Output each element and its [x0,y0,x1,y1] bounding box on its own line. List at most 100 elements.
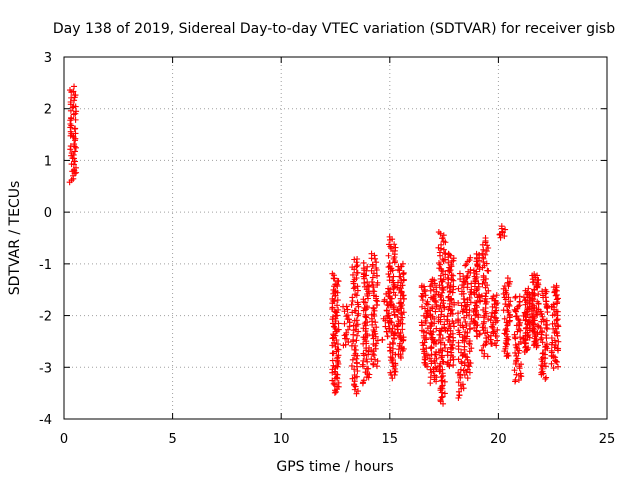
data-point [450,283,457,290]
data-point [330,362,337,369]
data-point [386,260,393,267]
data-point [354,332,361,339]
data-point [351,372,358,379]
data-point [373,264,380,271]
x-tick-label: 10 [273,432,290,447]
data-point [361,283,368,290]
data-point [501,283,508,289]
data-point [484,329,491,336]
data-point [392,360,399,367]
data-point [512,341,519,348]
data-point [345,339,352,346]
data-point [439,235,446,242]
data-point [348,362,355,369]
data-point [490,328,497,335]
data-point [458,302,465,309]
data-point [496,231,503,238]
data-point [455,394,462,401]
data-point [483,248,490,255]
data-point [373,259,380,266]
y-axis: -4 -3 -2 -1 0 1 2 3 [39,51,607,428]
data-point [72,125,79,132]
data-point [475,311,482,318]
data-point [531,271,538,278]
data-point [421,286,428,293]
data-point [330,323,337,330]
data-point [550,325,557,332]
data-point [522,317,529,324]
data-point [528,310,535,317]
data-point [513,313,520,320]
data-point [444,274,451,281]
data-point [400,269,407,276]
data-point [463,322,470,329]
data-point [370,305,377,312]
data-point [399,282,406,289]
data-point [538,369,545,376]
data-point [436,265,443,272]
data-point [500,285,507,292]
data-point [334,355,341,362]
data-point [389,375,396,382]
data-point [438,328,445,335]
data-point [485,316,492,323]
data-point [538,362,545,369]
data-point [369,261,376,268]
data-point [391,322,398,329]
data-point [440,358,447,365]
y-tick-label: -2 [39,310,52,325]
data-point [345,326,352,333]
data-point [363,331,370,338]
data-point [548,360,555,367]
data-point [351,386,358,393]
data-point [520,294,527,301]
data-point [351,366,358,373]
data-point [334,302,341,309]
data-point [330,313,337,320]
data-point [511,331,518,338]
x-axis: 0 5 10 15 20 25 [60,57,615,447]
data-point [552,292,559,299]
data-point [550,365,557,372]
data-point [445,259,452,266]
data-point [455,369,462,376]
data-point [433,348,440,355]
data-point [433,325,440,332]
data-point [464,366,471,373]
data-point [441,341,448,348]
data-point [517,370,524,377]
data-point [352,326,359,333]
data-point [534,298,541,305]
data-point [445,267,452,274]
data-point [386,290,393,297]
data-point [329,295,336,302]
data-point [427,380,434,387]
data-point [455,285,462,292]
data-point [482,234,489,241]
data-point [363,365,370,372]
data-point [384,333,391,340]
data-point [68,150,75,157]
data-point [537,325,544,332]
data-point [459,288,466,295]
data-point [426,355,433,362]
data-point [466,369,473,376]
data-point [354,283,361,290]
data-point [353,317,360,324]
data-point [485,287,492,294]
data-point [433,284,440,291]
data-point [343,329,350,336]
data-point [515,350,522,357]
data-point [433,299,440,306]
data-point [439,284,446,291]
data-point [364,358,371,365]
data-point [445,306,452,313]
data-point [550,284,557,291]
data-point [360,296,367,303]
data-point [332,387,339,394]
data-point [462,353,469,360]
data-point [368,250,375,257]
data-point [455,327,462,334]
data-point [435,336,442,343]
data-point [515,303,522,310]
